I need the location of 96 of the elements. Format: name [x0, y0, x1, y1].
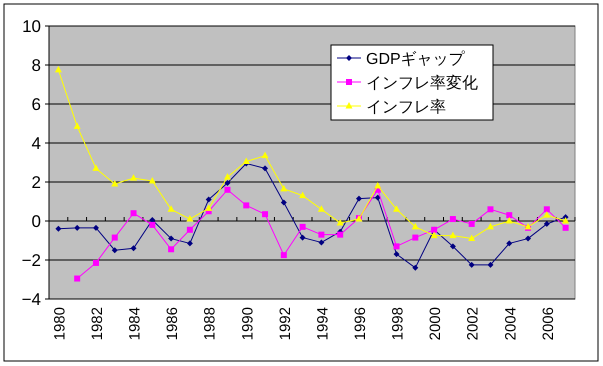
point [112, 247, 118, 254]
point [92, 224, 99, 231]
point [242, 158, 250, 164]
y-tick-label: −4 [22, 290, 41, 309]
point [562, 217, 570, 224]
x-tick-label: 1986 [164, 307, 182, 340]
y-tick-label: 6 [32, 95, 41, 114]
point [224, 173, 231, 180]
point [393, 205, 400, 212]
legend-label: インフレ率変化 [366, 74, 478, 92]
point [130, 174, 138, 181]
x-tick-label: 2006 [540, 307, 557, 340]
y-tick-label: 0 [32, 212, 41, 231]
point [412, 264, 418, 271]
point [544, 220, 550, 227]
x-tick-label: 1988 [202, 307, 219, 340]
point [243, 202, 250, 208]
point [74, 224, 80, 231]
x-tick-label: 1982 [88, 307, 106, 340]
x-tick-label: 2002 [464, 307, 482, 340]
point [168, 205, 175, 212]
x-tick-label: 1984 [126, 307, 144, 340]
point [562, 224, 569, 231]
point [168, 246, 174, 252]
point [468, 262, 475, 268]
point [262, 165, 268, 172]
point [92, 260, 99, 266]
point [205, 204, 212, 211]
x-tick-label: 2000 [427, 307, 444, 340]
x-tick-label: 1994 [314, 307, 332, 340]
point [186, 226, 193, 233]
point [149, 222, 156, 228]
point [280, 199, 287, 206]
point [544, 206, 550, 212]
point [506, 217, 513, 224]
point [450, 216, 456, 222]
point [206, 196, 212, 203]
point [74, 122, 81, 129]
point [412, 234, 418, 241]
point [130, 210, 137, 216]
point [486, 222, 494, 230]
legend-label: インフレ率 [366, 98, 446, 116]
point [112, 234, 118, 241]
point [300, 224, 306, 230]
point [318, 232, 324, 238]
point [280, 184, 288, 192]
point [130, 245, 137, 252]
point [506, 212, 512, 218]
point [525, 236, 532, 242]
point [449, 232, 456, 238]
point [374, 194, 381, 201]
point [487, 262, 494, 268]
point [55, 226, 62, 232]
x-tick-label: 1990 [239, 307, 256, 340]
point [506, 240, 512, 246]
x-tick-label: 1996 [352, 307, 369, 340]
point [74, 276, 80, 282]
point [337, 232, 344, 238]
y-tick-label: 8 [32, 56, 41, 75]
legend-label: GDPギャップ [366, 50, 466, 68]
point [186, 215, 194, 222]
point [318, 239, 324, 246]
point [148, 177, 156, 184]
x-tick-label: 2004 [502, 307, 520, 340]
point [356, 196, 362, 202]
x-tick-label: 1980 [51, 307, 68, 340]
point [186, 240, 193, 246]
point [280, 252, 287, 258]
y-tick-label: −2 [22, 251, 41, 270]
point [262, 152, 269, 158]
point [430, 232, 438, 238]
point [224, 180, 230, 186]
point [262, 211, 268, 218]
y-tick-label: 2 [32, 173, 41, 192]
point [54, 66, 62, 72]
point [300, 234, 306, 241]
point [468, 234, 476, 242]
point [318, 205, 325, 212]
point [374, 182, 382, 188]
point [224, 186, 230, 193]
y-tick-label: 4 [32, 134, 41, 153]
point [336, 218, 344, 226]
point [543, 211, 550, 218]
point [412, 222, 419, 230]
x-tick-label: 1992 [276, 307, 294, 340]
point [111, 180, 118, 186]
point [168, 236, 174, 242]
point [92, 164, 100, 171]
x-tick-label: 1998 [390, 307, 407, 340]
point [450, 243, 456, 250]
point [468, 220, 475, 227]
point [394, 251, 400, 258]
point [394, 243, 400, 250]
point [487, 206, 494, 212]
point [299, 192, 306, 198]
y-tick-label: 10 [22, 17, 41, 36]
